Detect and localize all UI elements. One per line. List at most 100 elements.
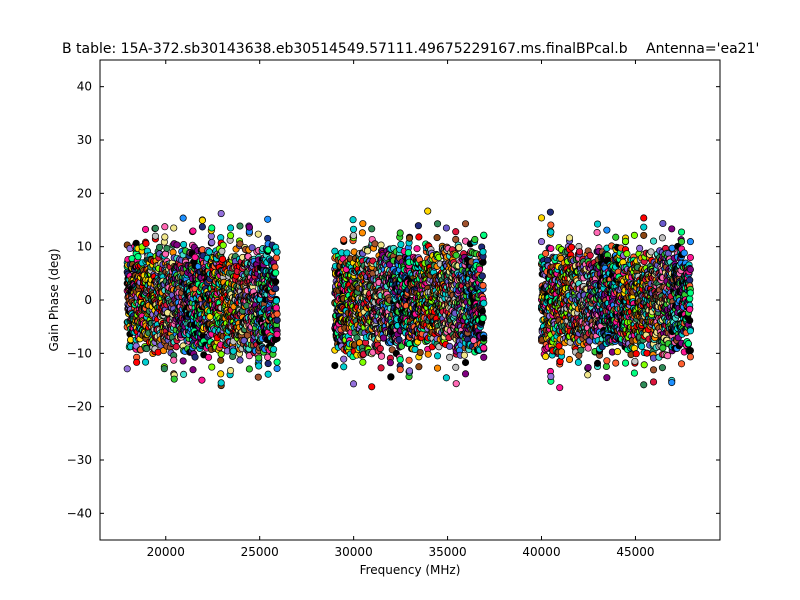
data-point: [151, 224, 159, 232]
data-point: [273, 248, 281, 256]
data-point: [537, 214, 546, 222]
data-point: [433, 220, 442, 228]
data-point: [217, 356, 225, 364]
data-point: [343, 249, 351, 257]
data-point: [479, 314, 487, 322]
data-point: [460, 351, 468, 359]
data-point: [452, 380, 460, 388]
data-point: [452, 251, 460, 259]
data-point: [172, 343, 180, 351]
data-point: [471, 235, 479, 244]
data-point: [142, 358, 150, 366]
data-point: [264, 360, 272, 368]
data-point: [180, 370, 188, 378]
data-point: [377, 352, 386, 360]
data-point: [395, 336, 403, 344]
data-point: [433, 234, 441, 242]
data-point: [584, 344, 592, 352]
data-point: [170, 356, 178, 364]
data-point: [586, 251, 594, 259]
data-point: [170, 375, 178, 383]
data-point: [273, 310, 281, 318]
data-point: [546, 208, 554, 216]
data-point: [179, 357, 187, 365]
data-point: [218, 247, 226, 255]
data-point: [442, 224, 450, 232]
data-point: [479, 248, 487, 256]
data-point: [191, 253, 199, 261]
data-point: [264, 215, 272, 223]
data-point: [272, 297, 280, 305]
data-point: [155, 243, 164, 251]
data-point: [217, 370, 225, 378]
data-point: [349, 225, 358, 233]
data-point: [340, 236, 348, 244]
data-point: [405, 234, 414, 242]
data-point: [331, 361, 339, 370]
data-point: [376, 345, 384, 353]
data-point: [349, 216, 357, 224]
chart-subtitle: Antenna='ea21': [646, 41, 759, 57]
data-point: [270, 345, 278, 353]
data-point: [161, 233, 169, 241]
data-point: [396, 366, 404, 374]
data-point: [433, 364, 442, 372]
data-point: [480, 344, 488, 352]
data-point: [236, 222, 244, 230]
data-point: [377, 364, 385, 372]
data-point: [245, 365, 253, 373]
data-point: [227, 231, 235, 240]
data-point: [371, 240, 379, 248]
data-point: [271, 263, 279, 271]
data-point: [134, 253, 142, 261]
data-point: [340, 363, 348, 371]
data-point: [189, 366, 197, 374]
data-point: [273, 316, 281, 324]
data-point: [359, 358, 367, 366]
data-point: [273, 358, 281, 366]
data-point: [254, 230, 262, 238]
data-point: [480, 334, 488, 342]
data-point: [555, 342, 563, 350]
data-point: [568, 243, 576, 251]
data-point: [479, 281, 487, 290]
data-point: [151, 232, 159, 240]
data-point: [476, 265, 484, 273]
data-point: [446, 342, 454, 350]
data-point: [368, 383, 376, 391]
data-point: [217, 379, 225, 387]
data-point: [584, 363, 592, 372]
data-point: [405, 356, 413, 364]
data-point: [404, 249, 412, 257]
data-point: [368, 225, 376, 233]
data-point: [547, 221, 555, 229]
data-point: [547, 372, 555, 380]
data-point: [189, 227, 197, 235]
data-point: [461, 220, 470, 228]
data-point: [198, 223, 206, 231]
data-point: [603, 226, 611, 234]
data-point: [349, 231, 358, 240]
data-point: [574, 358, 582, 366]
data-point: [340, 355, 348, 363]
data-point: [413, 245, 421, 253]
data-point: [245, 223, 253, 231]
data-point: [479, 258, 487, 266]
data-point: [416, 348, 424, 357]
data-point: [227, 224, 235, 232]
data-point: [208, 224, 216, 232]
data-point: [133, 358, 141, 366]
data-point: [272, 284, 280, 293]
data-point: [217, 210, 225, 218]
data-point: [161, 223, 169, 231]
data-point: [272, 304, 280, 312]
data-point: [405, 367, 414, 375]
data-point: [364, 247, 372, 255]
data-point: [179, 214, 187, 222]
data-point: [142, 239, 150, 248]
data-point: [446, 353, 454, 361]
data-point: [273, 364, 281, 373]
data-point: [557, 348, 566, 356]
data-point: [593, 220, 602, 228]
data-point: [272, 254, 280, 262]
